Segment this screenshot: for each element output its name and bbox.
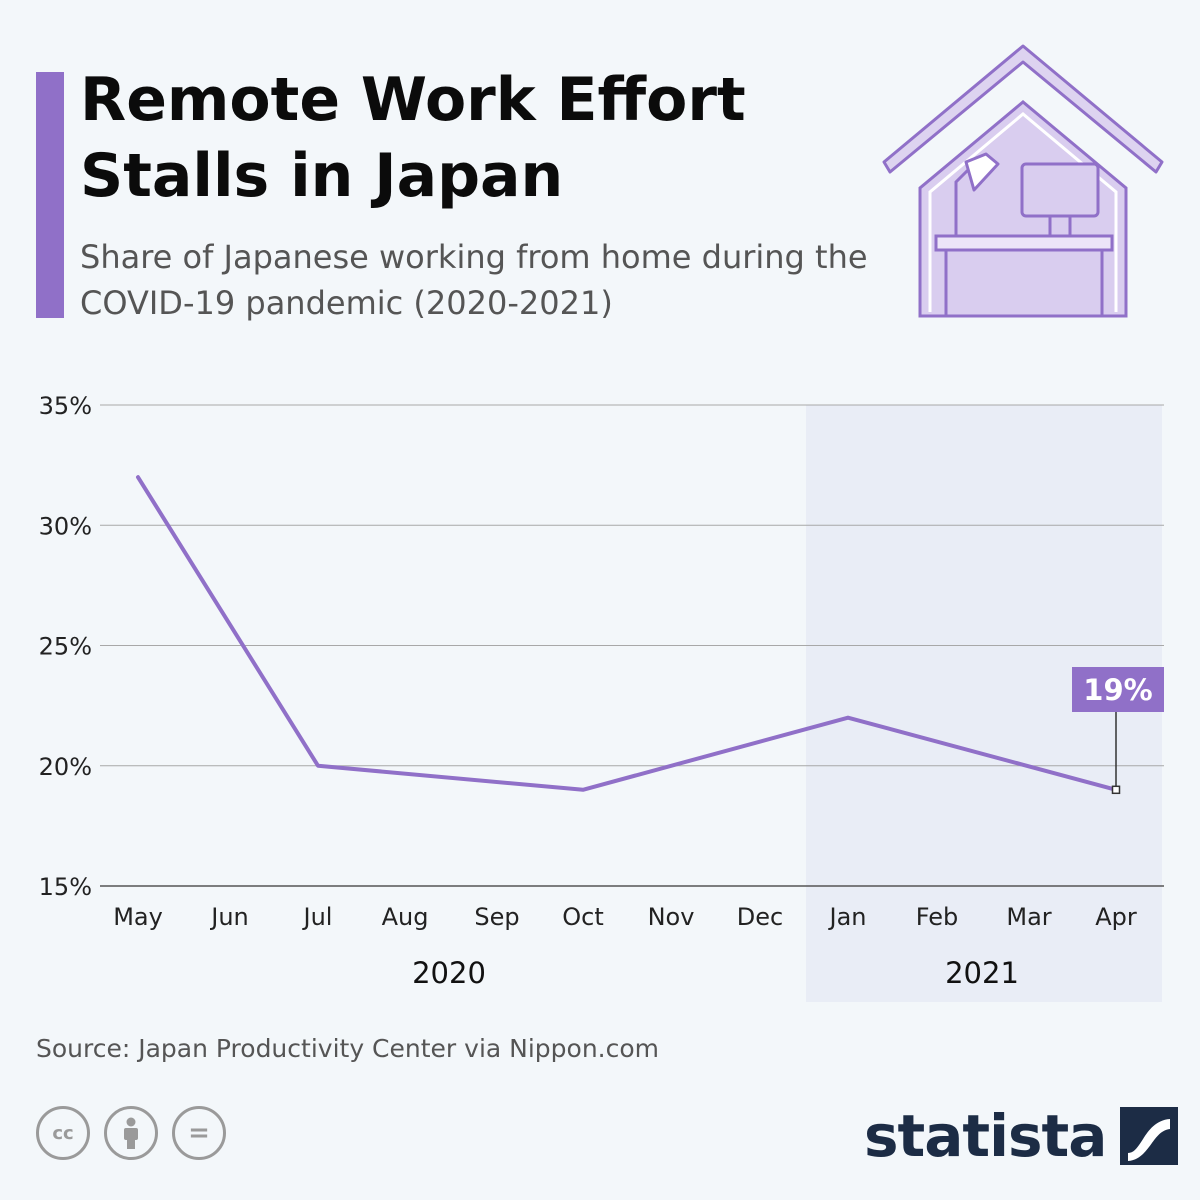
x-tick-label: May <box>113 903 163 931</box>
annotation-marker <box>1111 785 1121 795</box>
y-tick-label: 30% <box>39 512 92 540</box>
y-tick-label: 35% <box>39 392 92 420</box>
cc-icon[interactable]: cc <box>36 1106 90 1160</box>
line-chart: 15% 20% 25% 30% 35% May Jun Jul Aug Sep Oct Nov Dec… <box>39 392 1164 1002</box>
year-label: 2020 <box>412 956 486 990</box>
x-tick-label: Jul <box>302 903 333 931</box>
annotation-box <box>1072 667 1164 712</box>
attribution-icon[interactable] <box>104 1106 158 1160</box>
year-label: 2021 <box>945 956 1019 990</box>
x-tick-label: Feb <box>916 903 959 931</box>
no-derivatives-icon[interactable]: = <box>172 1106 226 1160</box>
x-tick-label: Sep <box>474 903 519 931</box>
page-subtitle: Share of Japanese working from home duri… <box>80 238 868 322</box>
house-icon <box>882 44 1164 318</box>
statista-brand[interactable]: statista <box>864 1096 1179 1176</box>
x-tick-label: Apr <box>1095 903 1137 931</box>
person-glyph <box>124 1117 138 1149</box>
y-tick-label: 25% <box>39 633 92 661</box>
x-tick-label: Jan <box>828 903 867 931</box>
license-icons: cc = <box>36 1106 226 1164</box>
x-tick-label: Nov <box>648 903 695 931</box>
x-tick-label: Oct <box>562 903 604 931</box>
x-tick-label: Mar <box>1006 903 1051 931</box>
x-tick-label: Aug <box>382 903 429 931</box>
y-tick-label: 20% <box>39 753 92 781</box>
statista-logo-icon <box>1120 1107 1179 1165</box>
x-tick-label: Jun <box>209 903 249 931</box>
brand-name: statista <box>864 1102 1107 1170</box>
page-title: Remote Work Effort Stalls in Japan <box>80 65 746 211</box>
source-note: Source: Japan Productivity Center via Ni… <box>36 1034 660 1063</box>
y-tick-label: 15% <box>39 873 92 901</box>
x-tick-label: Dec <box>737 903 783 931</box>
title-accent-bar <box>36 72 64 318</box>
annotation-label: 19% <box>1083 673 1152 707</box>
